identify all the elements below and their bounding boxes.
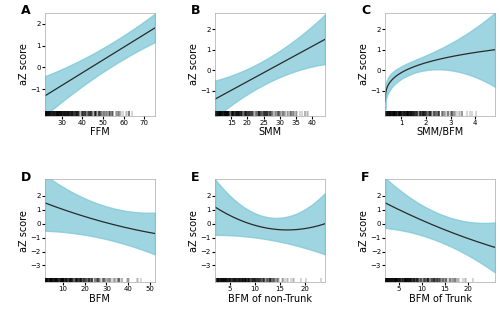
Y-axis label: aZ score: aZ score xyxy=(19,210,29,252)
Text: B: B xyxy=(191,4,200,17)
X-axis label: FFM: FFM xyxy=(90,127,110,137)
Text: A: A xyxy=(21,4,30,17)
X-axis label: SMM: SMM xyxy=(258,127,281,137)
X-axis label: BFM of Trunk: BFM of Trunk xyxy=(408,294,472,304)
Y-axis label: aZ score: aZ score xyxy=(360,43,370,85)
Text: E: E xyxy=(191,171,200,184)
X-axis label: SMM/BFM: SMM/BFM xyxy=(416,127,464,137)
Y-axis label: aZ score: aZ score xyxy=(19,43,29,85)
Y-axis label: aZ score: aZ score xyxy=(189,210,199,252)
Y-axis label: aZ score: aZ score xyxy=(189,43,199,85)
Text: C: C xyxy=(361,4,370,17)
Text: D: D xyxy=(21,171,31,184)
Text: F: F xyxy=(361,171,370,184)
Y-axis label: aZ score: aZ score xyxy=(360,210,370,252)
X-axis label: BFM of non-Trunk: BFM of non-Trunk xyxy=(228,294,312,304)
X-axis label: BFM: BFM xyxy=(90,294,110,304)
